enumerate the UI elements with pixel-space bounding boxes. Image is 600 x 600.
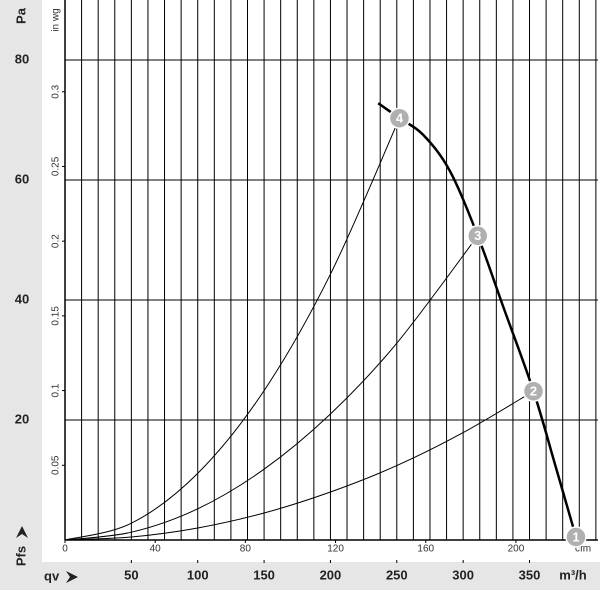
x-unit: m³/h: [559, 567, 587, 582]
plot-area: [65, 0, 598, 540]
y2-tick-label: 0.1: [51, 383, 62, 397]
y2-tick-label: 0.25: [51, 156, 62, 176]
operating-point-label: 3: [474, 228, 481, 243]
x-tick-label: 150: [253, 567, 275, 582]
curve: [64, 117, 400, 541]
x-tick-label: 50: [124, 567, 138, 582]
x-label: qv: [44, 568, 60, 583]
curve: [64, 235, 479, 541]
y-tick-label: 80: [15, 51, 29, 66]
y2-unit: in wg: [51, 8, 62, 31]
operating-point: [388, 107, 411, 129]
y-unit: Pa: [13, 7, 28, 24]
x-tick-label: 200: [320, 567, 342, 582]
x2-tick-label: 200: [508, 544, 525, 555]
operating-point: [467, 225, 489, 247]
bottom-band: [0, 562, 600, 590]
y2-tick-label: 0.2: [51, 234, 62, 248]
y2-tick-label: 0.3: [51, 84, 62, 98]
operating-point-label: 2: [530, 384, 537, 399]
curve: [64, 390, 534, 541]
y2-tick-label: 0.05: [51, 455, 62, 475]
x2-tick-label: 40: [150, 544, 162, 555]
x2-tick-label: 80: [240, 544, 252, 555]
operating-point: [522, 380, 545, 402]
x-tick-label: 250: [386, 567, 408, 582]
y2-tick-label: 0.15: [51, 306, 62, 326]
left-band: [0, 0, 42, 562]
x-tick-label: 100: [187, 567, 209, 582]
y-tick-label: 40: [15, 291, 29, 306]
x2-tick-label: 0: [62, 544, 68, 555]
x2-tick-label: 160: [417, 544, 434, 555]
operating-point-label: 4: [396, 111, 404, 126]
y-arrow: [16, 526, 28, 538]
y-tick-label: 20: [15, 411, 29, 426]
operating-point: [565, 526, 587, 548]
y-label: Pfs: [13, 546, 28, 566]
operating-point-label: 1: [572, 529, 579, 544]
x2-unit: cfm: [575, 544, 591, 555]
y-tick-label: 60: [15, 171, 29, 186]
x-tick-label: 300: [452, 567, 474, 582]
x2-tick-label: 120: [327, 544, 344, 555]
x-tick-label: 350: [519, 567, 541, 582]
x-arrow: [66, 571, 78, 583]
